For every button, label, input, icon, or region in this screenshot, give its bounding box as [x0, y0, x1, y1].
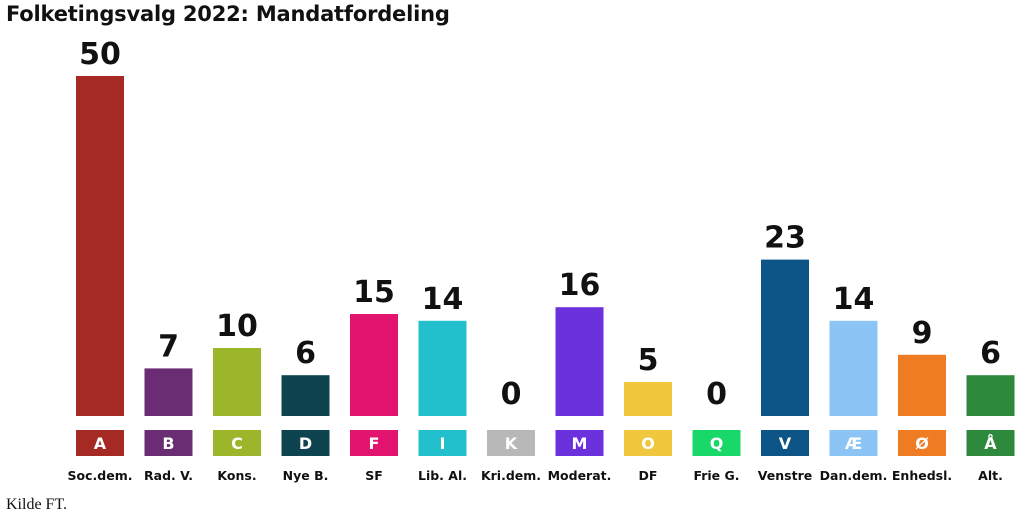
- party-name-F: SF: [365, 468, 383, 483]
- bar-C: [213, 348, 261, 416]
- party-letter-box-B: [144, 430, 193, 456]
- value-label-Å: 6: [980, 336, 1001, 371]
- party-letter-box-K: [487, 430, 535, 456]
- party-letter-box-O: [624, 430, 672, 456]
- value-label-V: 23: [764, 221, 806, 256]
- value-label-Q: 0: [706, 377, 727, 412]
- party-letter-B: B: [162, 434, 174, 453]
- party-name-B: Rad. V.: [144, 468, 193, 483]
- value-label-C: 10: [216, 309, 258, 344]
- value-label-Ø: 9: [912, 316, 933, 351]
- chart-title: Folketingsvalg 2022: Mandatfordeling: [6, 2, 450, 26]
- party-letter-V: V: [779, 434, 792, 453]
- party-letter-box-D: [281, 430, 330, 456]
- party-letter-box-M: [555, 430, 604, 456]
- party-letter-D: D: [299, 434, 312, 453]
- party-name-Q: Frie G.: [693, 468, 739, 483]
- party-name-Æ: Dan.dem.: [820, 468, 888, 483]
- bar-O: [624, 382, 672, 416]
- bar-Å: [966, 375, 1015, 416]
- party-name-Ø: Enhedsl.: [892, 468, 952, 483]
- party-letter-box-Æ: [829, 430, 878, 456]
- party-name-C: Kons.: [217, 468, 256, 483]
- value-label-D: 6: [295, 336, 316, 371]
- value-label-O: 5: [638, 343, 659, 378]
- party-letter-Å: Å: [984, 434, 997, 453]
- bar-F: [350, 314, 398, 416]
- party-letter-box-A: [76, 430, 124, 456]
- party-letter-box-Ø: [898, 430, 946, 456]
- value-label-K: 0: [501, 377, 522, 412]
- party-letter-box-Å: [966, 430, 1015, 456]
- bar-B: [144, 368, 193, 416]
- bar-D: [281, 375, 330, 416]
- party-letter-box-C: [213, 430, 261, 456]
- party-letter-F: F: [369, 434, 380, 453]
- party-letter-O: O: [641, 434, 655, 453]
- party-name-Å: Alt.: [978, 468, 1003, 483]
- party-letter-A: A: [94, 434, 107, 453]
- party-letter-Q: Q: [710, 434, 724, 453]
- party-name-A: Soc.dem.: [68, 468, 133, 483]
- party-name-I: Lib. Al.: [418, 468, 467, 483]
- party-name-V: Venstre: [758, 468, 812, 483]
- party-letter-K: K: [505, 434, 518, 453]
- party-name-K: Kri.dem.: [481, 468, 541, 483]
- value-label-I: 14: [422, 282, 464, 317]
- bar-M: [555, 307, 604, 416]
- party-name-M: Moderat.: [548, 468, 612, 483]
- party-letter-box-F: [350, 430, 398, 456]
- value-label-B: 7: [158, 329, 179, 364]
- party-letter-Ø: Ø: [915, 434, 929, 453]
- party-name-O: DF: [639, 468, 658, 483]
- value-label-Æ: 14: [833, 282, 875, 317]
- party-letter-M: M: [572, 434, 588, 453]
- party-letter-I: I: [440, 434, 446, 453]
- source-note: Kilde FT.: [6, 496, 68, 513]
- value-label-F: 15: [353, 275, 395, 310]
- bar-Ø: [898, 354, 946, 416]
- bar-Æ: [829, 320, 878, 416]
- bar-V: [761, 259, 809, 416]
- party-letter-C: C: [231, 434, 243, 453]
- party-name-D: Nye B.: [283, 468, 329, 483]
- party-letter-box-V: [761, 430, 809, 456]
- bar-A: [76, 76, 124, 416]
- party-letter-box-Q: [692, 430, 741, 456]
- value-label-A: 50: [79, 37, 121, 72]
- bar-I: [418, 320, 467, 416]
- party-letter-box-I: [418, 430, 467, 456]
- value-label-M: 16: [559, 268, 601, 303]
- party-letter-Æ: Æ: [845, 434, 862, 453]
